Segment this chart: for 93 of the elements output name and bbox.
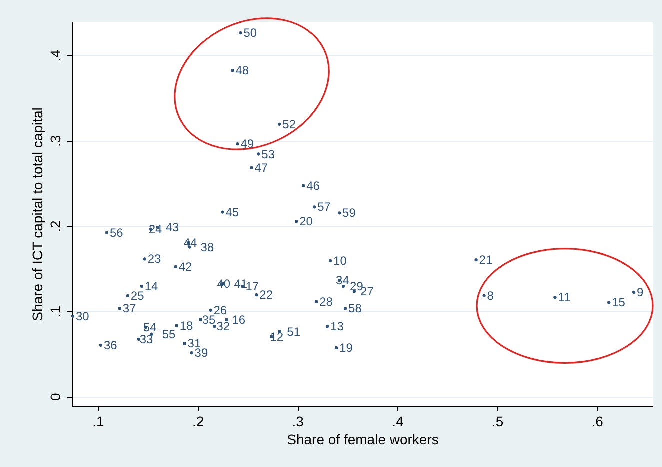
point: [328, 259, 332, 263]
point: [236, 142, 240, 146]
series-label: 42: [178, 260, 192, 274]
point: [250, 166, 254, 170]
point: [199, 318, 202, 322]
series-label: 48: [236, 64, 250, 78]
series-label: 11: [558, 290, 571, 305]
series-label: 53: [262, 147, 276, 162]
point: [278, 122, 282, 126]
series-label: 16: [232, 312, 246, 327]
series-label: 10: [334, 254, 348, 268]
point: [209, 308, 212, 312]
point: [302, 184, 306, 188]
series-label: 50: [244, 26, 258, 40]
y-tick-label: 0: [48, 393, 64, 402]
x-tick-label: .6: [592, 414, 604, 430]
y-tick-label: .3: [48, 135, 64, 147]
point: [140, 284, 144, 288]
point: [213, 325, 216, 328]
x-tick-label: .2: [192, 414, 204, 430]
series-label: 26: [214, 303, 228, 318]
series-label: 19: [340, 340, 354, 355]
point: [313, 206, 316, 209]
series-label: 22: [260, 288, 274, 302]
series-label: 8: [487, 288, 494, 303]
point: [174, 265, 178, 268]
point: [190, 352, 194, 355]
series-label: 15: [612, 296, 626, 310]
point: [221, 210, 224, 214]
series-label: 25: [130, 288, 145, 303]
x-tick-label: .4: [392, 414, 404, 430]
point: [255, 293, 258, 297]
series-label: 52: [282, 117, 296, 132]
point: [326, 325, 330, 328]
y-tick-label: .1: [48, 306, 64, 318]
point: [126, 294, 130, 298]
x-tick-label: .3: [292, 414, 304, 430]
series-label: 58: [348, 302, 362, 316]
series-label: 39: [194, 346, 208, 360]
point: [231, 69, 234, 72]
series-label: 57: [318, 200, 332, 214]
point: [632, 290, 636, 294]
series-label: 17: [246, 280, 260, 294]
series-label: 55: [162, 327, 176, 342]
point: [105, 231, 109, 234]
series-label: 59: [342, 206, 356, 220]
point: [554, 296, 557, 300]
series-label: 30: [76, 309, 90, 324]
series-label: 18: [180, 318, 194, 333]
point: [607, 301, 611, 304]
point: [99, 344, 103, 347]
point: [295, 220, 298, 224]
point: [137, 338, 140, 342]
point: [334, 346, 338, 350]
point: [183, 342, 186, 346]
point: [71, 314, 75, 318]
series-label: 36: [104, 338, 118, 352]
point: [257, 152, 260, 156]
y-axis-title: Share of ICT capital to total capital: [30, 108, 46, 322]
point: [315, 300, 318, 304]
point: [143, 258, 146, 261]
point: [225, 318, 228, 322]
series-label: 13: [330, 320, 344, 334]
point: [338, 212, 342, 215]
series-label: 33: [140, 332, 154, 346]
series-label: 21: [479, 253, 493, 268]
series-label: 43: [166, 220, 180, 235]
x-tick-label: .5: [492, 414, 504, 430]
x-tick-label: .1: [92, 414, 104, 430]
point: [175, 324, 178, 328]
series-label: 14: [144, 280, 159, 294]
series-label: 23: [148, 252, 162, 266]
point: [474, 258, 478, 262]
point: [482, 294, 486, 298]
series-label: 56: [110, 226, 124, 240]
series-label: 32: [216, 320, 230, 334]
series-label: 46: [306, 178, 320, 193]
y-tick-label: .2: [48, 220, 64, 232]
series-label: 47: [254, 160, 268, 175]
series-label: 38: [200, 240, 214, 254]
point: [118, 307, 122, 310]
series-label: 9: [637, 286, 644, 300]
series-label: 20: [300, 214, 314, 229]
y-tick-label: .4: [48, 50, 64, 62]
point: [344, 307, 348, 310]
point: [239, 32, 242, 35]
series-label: 12: [270, 330, 284, 344]
series-label: 28: [320, 294, 334, 309]
series-label: 45: [226, 205, 240, 220]
series-label: 51: [287, 324, 301, 339]
series-label: 37: [122, 302, 137, 316]
series-label: 49: [240, 137, 254, 152]
x-axis-title: Share of female workers: [287, 432, 439, 448]
